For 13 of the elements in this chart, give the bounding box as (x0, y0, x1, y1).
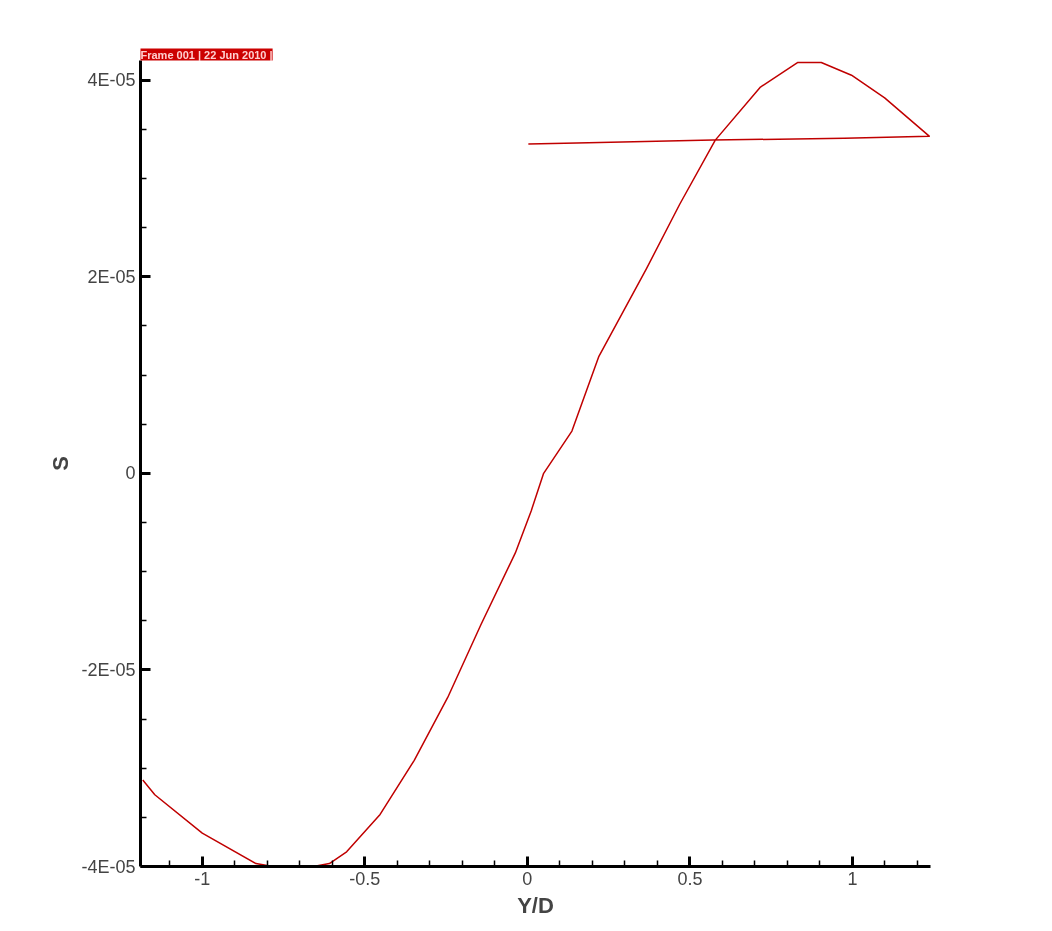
y-tick-label: 2E-05 (87, 266, 136, 287)
x-tick-label: -0.5 (349, 868, 381, 889)
y-tick-label: -2E-05 (81, 659, 136, 680)
x-tick-label: -1 (194, 868, 211, 889)
x-axis-title: Y/D (517, 892, 554, 918)
x-tick-label: 0 (522, 868, 533, 889)
x-tick-label: 0.5 (677, 868, 703, 889)
y-tick-label: 0 (125, 463, 136, 484)
x-tick-label: 1 (847, 868, 858, 889)
text: Frame 001 | 22 Jun 2010 | (140, 48, 273, 61)
y-tick-label: 4E-05 (87, 70, 136, 91)
y-axis-title: S (48, 456, 74, 471)
y-tick-label: -4E-05 (81, 856, 136, 877)
